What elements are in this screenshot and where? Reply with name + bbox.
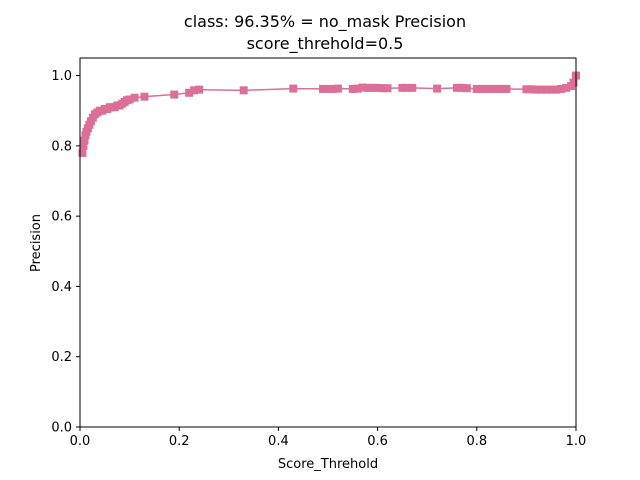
y-tick-label: 0.8 xyxy=(51,139,72,154)
y-tick-label: 0.2 xyxy=(51,350,72,365)
data-point-marker xyxy=(477,84,486,93)
x-tick-label: 1.0 xyxy=(566,434,587,449)
x-axis-ticks: 0.0 0.2 0.4 0.6 0.8 1.0 xyxy=(70,427,587,449)
data-point-marker xyxy=(130,93,139,102)
data-point-marker xyxy=(125,95,134,104)
data-point-marker xyxy=(522,85,531,94)
y-tick-label: 0.0 xyxy=(51,421,72,436)
x-tick-label: 0.0 xyxy=(70,434,91,449)
data-point-marker xyxy=(542,85,551,94)
data-point-marker xyxy=(569,78,578,87)
y-tick-label: 0.4 xyxy=(51,280,72,295)
data-point-marker xyxy=(78,148,87,157)
data-point-marker xyxy=(472,84,481,93)
data-point-marker xyxy=(358,83,367,92)
data-point-marker xyxy=(492,84,501,93)
data-point-marker xyxy=(552,85,561,94)
data-point-marker xyxy=(79,141,88,150)
x-tick-label: 0.2 xyxy=(169,434,190,449)
data-point-marker xyxy=(185,88,194,97)
data-point-marker xyxy=(363,83,372,92)
data-point-marker xyxy=(452,83,461,92)
data-point-marker xyxy=(333,84,342,93)
data-point-marker xyxy=(527,85,536,94)
x-tick-label: 0.6 xyxy=(367,434,388,449)
data-point-marker xyxy=(482,84,491,93)
data-point-marker xyxy=(140,92,149,101)
data-point-marker xyxy=(289,84,298,93)
y-tick-label: 0.6 xyxy=(51,210,72,225)
data-point-marker xyxy=(457,83,466,92)
data-point-marker xyxy=(239,86,248,95)
y-axis-ticks: 0.0 0.2 0.4 0.6 0.8 1.0 xyxy=(51,69,80,436)
x-tick-label: 0.4 xyxy=(268,434,289,449)
data-point-marker xyxy=(373,83,382,92)
data-point-marker xyxy=(383,84,392,93)
y-axis-label: Precision xyxy=(29,214,44,272)
data-point-marker xyxy=(547,85,556,94)
data-point-marker xyxy=(408,83,417,92)
data-point-marker xyxy=(378,84,387,93)
data-point-marker xyxy=(403,83,412,92)
x-tick-label: 0.8 xyxy=(466,434,487,449)
data-point-marker xyxy=(353,84,362,93)
data-point-marker xyxy=(532,85,541,94)
data-point-marker xyxy=(462,84,471,93)
data-point-marker xyxy=(537,85,546,94)
data-point-marker xyxy=(398,83,407,92)
data-point-marker xyxy=(195,85,204,94)
data-point-marker xyxy=(368,83,377,92)
data-point-marker xyxy=(328,84,337,93)
axes-frame xyxy=(79,57,577,428)
plot-area xyxy=(78,71,580,157)
chart-title-line-1: class: 96.35% = no_mask Precision xyxy=(184,12,466,32)
data-point-marker xyxy=(319,84,328,93)
data-point-marker xyxy=(502,84,511,93)
data-point-marker xyxy=(80,136,89,145)
data-point-marker xyxy=(433,84,442,93)
data-point-marker xyxy=(324,84,332,93)
data-point-marker xyxy=(348,84,357,93)
data-point-marker xyxy=(497,84,506,93)
chart-title-line-2: score_threhold=0.5 xyxy=(247,34,404,54)
data-point-marker xyxy=(557,84,566,93)
data-point-marker xyxy=(190,86,199,95)
y-tick-label: 1.0 xyxy=(51,69,72,84)
data-point-marker xyxy=(487,84,496,93)
data-point-marker xyxy=(170,90,179,99)
x-axis-label: Score_Threhold xyxy=(278,457,378,472)
data-point-marker xyxy=(562,83,571,92)
